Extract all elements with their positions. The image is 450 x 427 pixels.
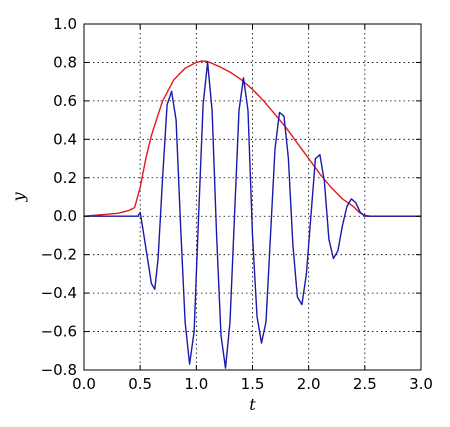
grid-layer — [84, 24, 421, 370]
oscillation-line — [84, 61, 421, 369]
y-tick-label: −0.8 — [41, 361, 77, 379]
y-tick-label: 0.2 — [53, 169, 77, 187]
series-layer — [83, 60, 421, 369]
x-tick-label: 0.0 — [72, 375, 96, 393]
x-tick-label: 1.5 — [241, 375, 265, 393]
x-tick-label: 1.0 — [184, 375, 208, 393]
y-tick-label: 0.4 — [53, 130, 77, 148]
plot-frame — [83, 23, 422, 371]
y-tick-label: −0.4 — [41, 284, 77, 302]
x-tick-label: 2.5 — [353, 375, 377, 393]
y-tick-label: 0.8 — [53, 53, 77, 71]
x-tick-label: 3.0 — [409, 375, 433, 393]
y-tick-label: 0.6 — [53, 92, 77, 110]
ticks-layer: 0.0 0.5 1.0 1.5 2.0 2.5 3.0 −0.8 −0.6 −0.4 −0.2 0.0… — [41, 15, 433, 393]
y-tick-label: −0.6 — [41, 323, 77, 341]
envelope-line — [83, 60, 421, 217]
y-tick-label: −0.2 — [41, 246, 77, 264]
x-tick-label: 0.5 — [128, 375, 152, 393]
x-tick-label: 2.0 — [297, 375, 321, 393]
y-axis-title: y — [9, 192, 28, 203]
y-tick-label: 1.0 — [53, 15, 77, 33]
y-tick-label: 0.0 — [53, 207, 77, 225]
x-axis-title: t — [249, 395, 256, 414]
